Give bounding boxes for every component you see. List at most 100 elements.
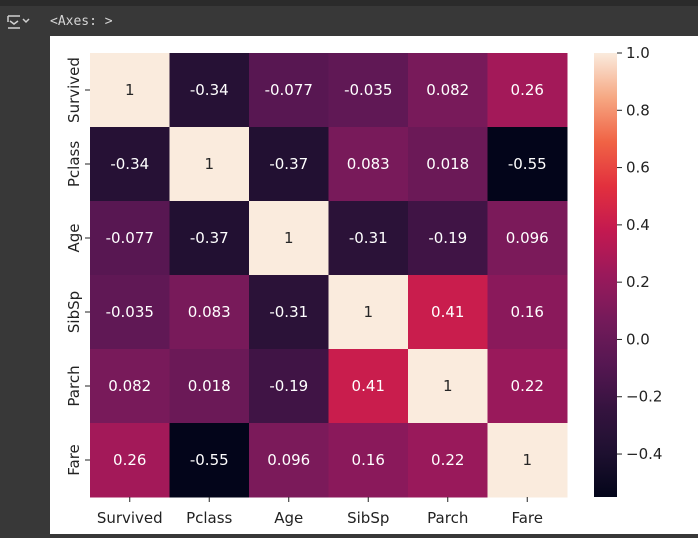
y-tick-label: Fare bbox=[65, 444, 83, 476]
colorbar-tick-label: 1.0 bbox=[626, 44, 650, 62]
cell-value-label: -0.55 bbox=[508, 155, 547, 173]
heatmap-cell bbox=[487, 275, 568, 350]
heatmap-cell bbox=[408, 275, 488, 350]
heatmap-cell bbox=[328, 275, 409, 350]
cell-value-label: -0.19 bbox=[269, 377, 308, 395]
heatmap-cell bbox=[90, 127, 170, 202]
colorbar-gradient bbox=[594, 53, 617, 497]
colorbar-tick-label: −0.2 bbox=[626, 388, 662, 406]
heatmap-cell bbox=[328, 53, 409, 128]
heatmap-cell bbox=[487, 201, 568, 276]
heatmap-cell bbox=[90, 53, 170, 128]
heatmap-cells bbox=[90, 53, 568, 498]
cell-value-label: -0.077 bbox=[265, 81, 313, 99]
cell-value-label: 1 bbox=[125, 81, 135, 99]
output-text: <Axes: > bbox=[50, 14, 113, 29]
cell-value-label: -0.19 bbox=[428, 229, 467, 247]
chart-figure: 1 -0.34 -0.077 -0.035 0.082 0.26 -0.34 1 -0.37 0.… bbox=[50, 36, 698, 534]
heatmap-cell bbox=[169, 201, 250, 276]
colorbar: −0.4 −0.2 0.0 0.2 0.4 0.6 0.8 1.0 bbox=[594, 44, 662, 497]
heatmap-cell bbox=[487, 53, 568, 128]
cell-value-label: -0.37 bbox=[269, 155, 308, 173]
heatmap-cell bbox=[169, 423, 250, 498]
heatmap-cell bbox=[249, 423, 329, 498]
heatmap-cell bbox=[90, 275, 170, 350]
colorbar-tick-label: 0.4 bbox=[626, 216, 650, 234]
cell-value-label: 0.083 bbox=[188, 303, 231, 321]
x-tick-label: SibSp bbox=[347, 509, 389, 527]
heatmap-cell bbox=[169, 53, 250, 128]
cell-value-label: 0.16 bbox=[352, 451, 385, 469]
heatmap-cell bbox=[408, 127, 488, 202]
heatmap-cell bbox=[249, 53, 329, 128]
cell-value-label: 0.16 bbox=[511, 303, 544, 321]
heatmap-cell bbox=[249, 201, 329, 276]
cell-value-label: 0.41 bbox=[431, 303, 464, 321]
cell-value-label: 0.083 bbox=[347, 155, 390, 173]
cell-value-label: -0.035 bbox=[106, 303, 154, 321]
cell-value-label: 0.082 bbox=[426, 81, 469, 99]
cell-value-label: -0.077 bbox=[106, 229, 154, 247]
heatmap-cell bbox=[487, 349, 568, 424]
x-tick-label: Survived bbox=[97, 509, 163, 527]
cell-value-label: 0.018 bbox=[188, 377, 231, 395]
y-tick-label: Pclass bbox=[65, 141, 83, 187]
heatmap-cell bbox=[487, 127, 568, 202]
cell-value-label: 0.41 bbox=[352, 377, 385, 395]
heatmap-cell bbox=[169, 127, 250, 202]
cell-value-label: 0.082 bbox=[108, 377, 151, 395]
output-gutter bbox=[0, 6, 44, 534]
heatmap-chart: 1 -0.34 -0.077 -0.035 0.082 0.26 -0.34 1 -0.37 0.… bbox=[65, 44, 662, 527]
heatmap-cell bbox=[408, 201, 488, 276]
heatmap-annotations: 1 -0.34 -0.077 -0.035 0.082 0.26 -0.34 1 -0.37 0.… bbox=[106, 81, 549, 469]
heatmap-cell bbox=[249, 349, 329, 424]
heatmap-cell bbox=[249, 127, 329, 202]
heatmap-cell bbox=[169, 349, 250, 424]
cell-value-label: 1 bbox=[522, 451, 532, 469]
cell-value-label: -0.035 bbox=[344, 81, 392, 99]
heatmap-cell bbox=[408, 53, 488, 128]
cell-value-label: -0.55 bbox=[190, 451, 229, 469]
heatmap-cell bbox=[487, 423, 568, 498]
heatmap-cell bbox=[408, 423, 488, 498]
heatmap-cell bbox=[408, 349, 488, 424]
heatmap-cell bbox=[328, 423, 409, 498]
colorbar-tick-label: −0.4 bbox=[626, 445, 662, 463]
heatmap-cell bbox=[90, 201, 170, 276]
x-tick-label: Parch bbox=[427, 509, 468, 527]
cell-value-label: 0.22 bbox=[511, 377, 544, 395]
output-toggle-icon[interactable] bbox=[6, 13, 32, 33]
colorbar-tick-label: 0.6 bbox=[626, 159, 650, 177]
x-axis: Survived Pclass Age SibSp Parch Fare bbox=[97, 497, 543, 527]
cell-value-label: 0.018 bbox=[426, 155, 469, 173]
cell-value-label: 0.096 bbox=[267, 451, 310, 469]
heatmap-cell bbox=[328, 201, 409, 276]
y-axis: Survived Pclass Age SibSp Parch Fare bbox=[65, 57, 90, 476]
y-tick-label: Survived bbox=[65, 57, 83, 123]
cell-value-label: 1 bbox=[363, 303, 373, 321]
y-tick-label: Parch bbox=[65, 365, 83, 406]
cell-value-label: 0.26 bbox=[113, 451, 146, 469]
heatmap-cell bbox=[90, 349, 170, 424]
cell-value-label: -0.31 bbox=[349, 229, 388, 247]
heatmap-cell bbox=[90, 423, 170, 498]
cell-value-label: -0.34 bbox=[190, 81, 229, 99]
heatmap-cell bbox=[249, 275, 329, 350]
cell-value-label: -0.31 bbox=[269, 303, 308, 321]
colorbar-tick-label: 0.2 bbox=[626, 273, 650, 291]
cell-value-label: 0.22 bbox=[431, 451, 464, 469]
cell-value-label: -0.37 bbox=[190, 229, 229, 247]
x-tick-label: Age bbox=[274, 509, 303, 527]
heatmap-cell bbox=[328, 349, 409, 424]
cell-value-label: 0.26 bbox=[511, 81, 544, 99]
top-bar bbox=[0, 0, 698, 6]
y-tick-label: SibSp bbox=[65, 291, 83, 333]
heatmap-cell bbox=[328, 127, 409, 202]
colorbar-tick-label: 0.8 bbox=[626, 101, 650, 119]
cell-value-label: -0.34 bbox=[110, 155, 149, 173]
cell-value-label: 1 bbox=[204, 155, 214, 173]
cell-value-label: 1 bbox=[443, 377, 453, 395]
x-tick-label: Pclass bbox=[186, 509, 232, 527]
heatmap-cell bbox=[169, 275, 250, 350]
colorbar-tick-label: 0.0 bbox=[626, 330, 650, 348]
